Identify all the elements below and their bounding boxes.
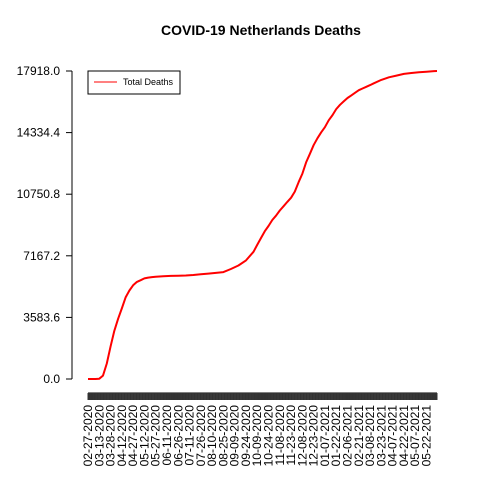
- x-tick-label: 03-13-2020: [92, 405, 106, 467]
- x-tick-label: 12-08-2020: [295, 405, 309, 467]
- x-tick-label: 03-28-2020: [104, 405, 118, 467]
- x-tick-label: 03-23-2021: [374, 405, 388, 467]
- y-tick-label: 17918.0: [17, 64, 61, 78]
- x-tick-label: 11-08-2020: [273, 405, 287, 466]
- x-tick-label: 06-26-2020: [171, 405, 185, 467]
- x-tick-label: 10-09-2020: [250, 405, 264, 467]
- chart-title: COVID-19 Netherlands Deaths: [161, 22, 361, 38]
- x-tick-label: 09-24-2020: [239, 405, 253, 467]
- y-tick-label: 0.0: [43, 372, 60, 386]
- x-tick-label: 02-21-2021: [352, 405, 366, 467]
- y-tick-label: 10750.8: [17, 187, 61, 201]
- x-tick-label: 04-22-2021: [397, 405, 411, 467]
- x-tick-label: 12-23-2020: [307, 405, 321, 467]
- x-tick-label: 02-27-2020: [81, 405, 95, 467]
- x-tick-label: 04-27-2020: [126, 405, 140, 467]
- legend-label: Total Deaths: [123, 77, 174, 87]
- y-axis: 0.0 3583.6 7167.2 10750.8 14334.4 17918.0: [17, 64, 73, 386]
- x-tick-label: 11-23-2020: [284, 405, 298, 466]
- x-tick-label: 05-22-2021: [419, 405, 433, 467]
- x-tick-label: 08-25-2020: [216, 405, 230, 467]
- x-tick-label: 05-12-2020: [137, 405, 151, 467]
- series-group: [88, 70, 438, 380]
- x-tick-label: 03-08-2021: [363, 405, 377, 467]
- legend: Total Deaths: [87, 70, 181, 95]
- x-tick-label: 01-07-2021: [318, 405, 332, 467]
- x-tick-label: 01-22-2021: [329, 405, 343, 467]
- x-tick-label: 07-26-2020: [194, 405, 208, 467]
- x-tick-label: 05-27-2020: [149, 405, 163, 467]
- x-tick-label: 02-06-2021: [340, 405, 354, 467]
- x-tick-label: 10-24-2020: [262, 405, 276, 467]
- legend-box: [87, 70, 181, 95]
- x-tick-label: 09-09-2020: [228, 405, 242, 467]
- x-tick-label: 04-07-2021: [386, 405, 400, 467]
- x-tick-label: 07-11-2020: [183, 405, 197, 466]
- y-tick-label: 7167.2: [23, 249, 60, 263]
- x-axis: 02-27-202003-13-202003-28-202004-12-2020…: [81, 392, 438, 467]
- x-tick-label: 04-12-2020: [115, 405, 129, 467]
- x-tick-label: 05-07-2021: [408, 405, 422, 467]
- y-tick-label: 14334.4: [17, 126, 61, 140]
- x-tick-label: 08-10-2020: [205, 405, 219, 467]
- y-tick-label: 3583.6: [23, 310, 60, 324]
- series-line-total-deaths: [88, 70, 438, 380]
- x-tick-label: 06-11-2020: [160, 405, 174, 466]
